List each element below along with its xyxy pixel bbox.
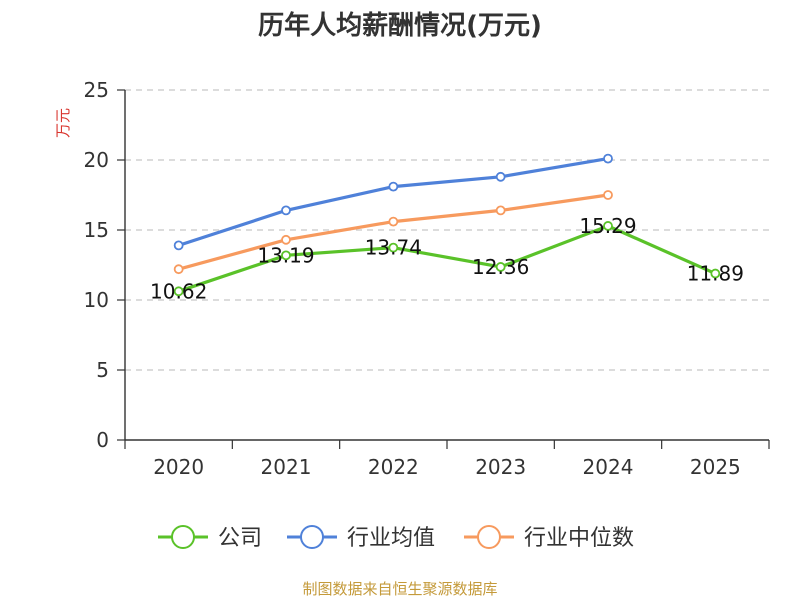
series-0-point-2023 (495, 262, 506, 272)
series-layer (173, 153, 721, 297)
series-line-0 (177, 224, 717, 293)
chart-title: 历年人均薪酬情况(万元) (258, 10, 542, 41)
legend-marker-2 (477, 525, 501, 549)
series-0-point-2025 (710, 268, 721, 279)
legend-label-1: 行业均值 (347, 526, 435, 551)
y-tick-label-15: 15 (84, 218, 109, 242)
series-0-point-2021 (281, 250, 291, 261)
series-2-point-2024 (603, 190, 613, 200)
series-2-point-2022 (388, 216, 399, 227)
series-2-point-2020 (173, 264, 184, 275)
series-1-point-2022 (388, 181, 399, 192)
x-tick-label-2022: 2022 (368, 455, 419, 479)
series-2-point-2023 (495, 205, 506, 216)
legend-marker-1 (300, 525, 324, 549)
series-line-1 (177, 157, 610, 247)
grid-lines (125, 89, 769, 371)
series-0-point-2024 (603, 221, 613, 231)
data-label-2024: 15.29 (579, 214, 636, 238)
y-axis-label: 万元 (54, 108, 72, 138)
legend-marker-0 (171, 525, 195, 549)
series-1-point-2023 (495, 171, 506, 182)
y-tick-label-10: 10 (84, 288, 109, 312)
y-tick-label-20: 20 (84, 148, 109, 172)
data-label-2025: 11.89 (687, 262, 744, 286)
y-tick-label-0: 0 (96, 428, 109, 452)
x-tick-label-2024: 2024 (583, 455, 634, 479)
series-1-point-2021 (281, 205, 291, 216)
series-1-point-2024 (603, 153, 613, 164)
legend-label-2: 行业中位数 (524, 526, 634, 551)
x-tick-label-2020: 2020 (153, 455, 204, 479)
data-label-2020: 10.62 (150, 279, 207, 303)
data-label-2023: 12.36 (472, 255, 529, 279)
data-labels: 10.62 13.19 13.74 12.36 15.29 11.89 (150, 214, 744, 303)
series-0-point-2022 (388, 242, 399, 253)
x-tick-label-2025: 2025 (690, 455, 741, 479)
legend: 公司 行业均值 行业中位数 (158, 525, 634, 551)
x-tick-label-2021: 2021 (261, 455, 312, 479)
y-tick-label-5: 5 (96, 358, 109, 382)
series-2-point-2021 (281, 234, 291, 245)
x-tick-label-2023: 2023 (475, 455, 526, 479)
series-1-point-2020 (173, 240, 184, 251)
series-0-point-2020 (173, 286, 184, 297)
data-label-2022: 13.74 (365, 236, 422, 260)
data-label-2021: 13.19 (257, 243, 314, 267)
legend-label-0: 公司 (218, 526, 262, 551)
y-tick-label-25: 25 (84, 78, 109, 102)
source-note: 制图数据来自恒生聚源数据库 (302, 580, 497, 598)
